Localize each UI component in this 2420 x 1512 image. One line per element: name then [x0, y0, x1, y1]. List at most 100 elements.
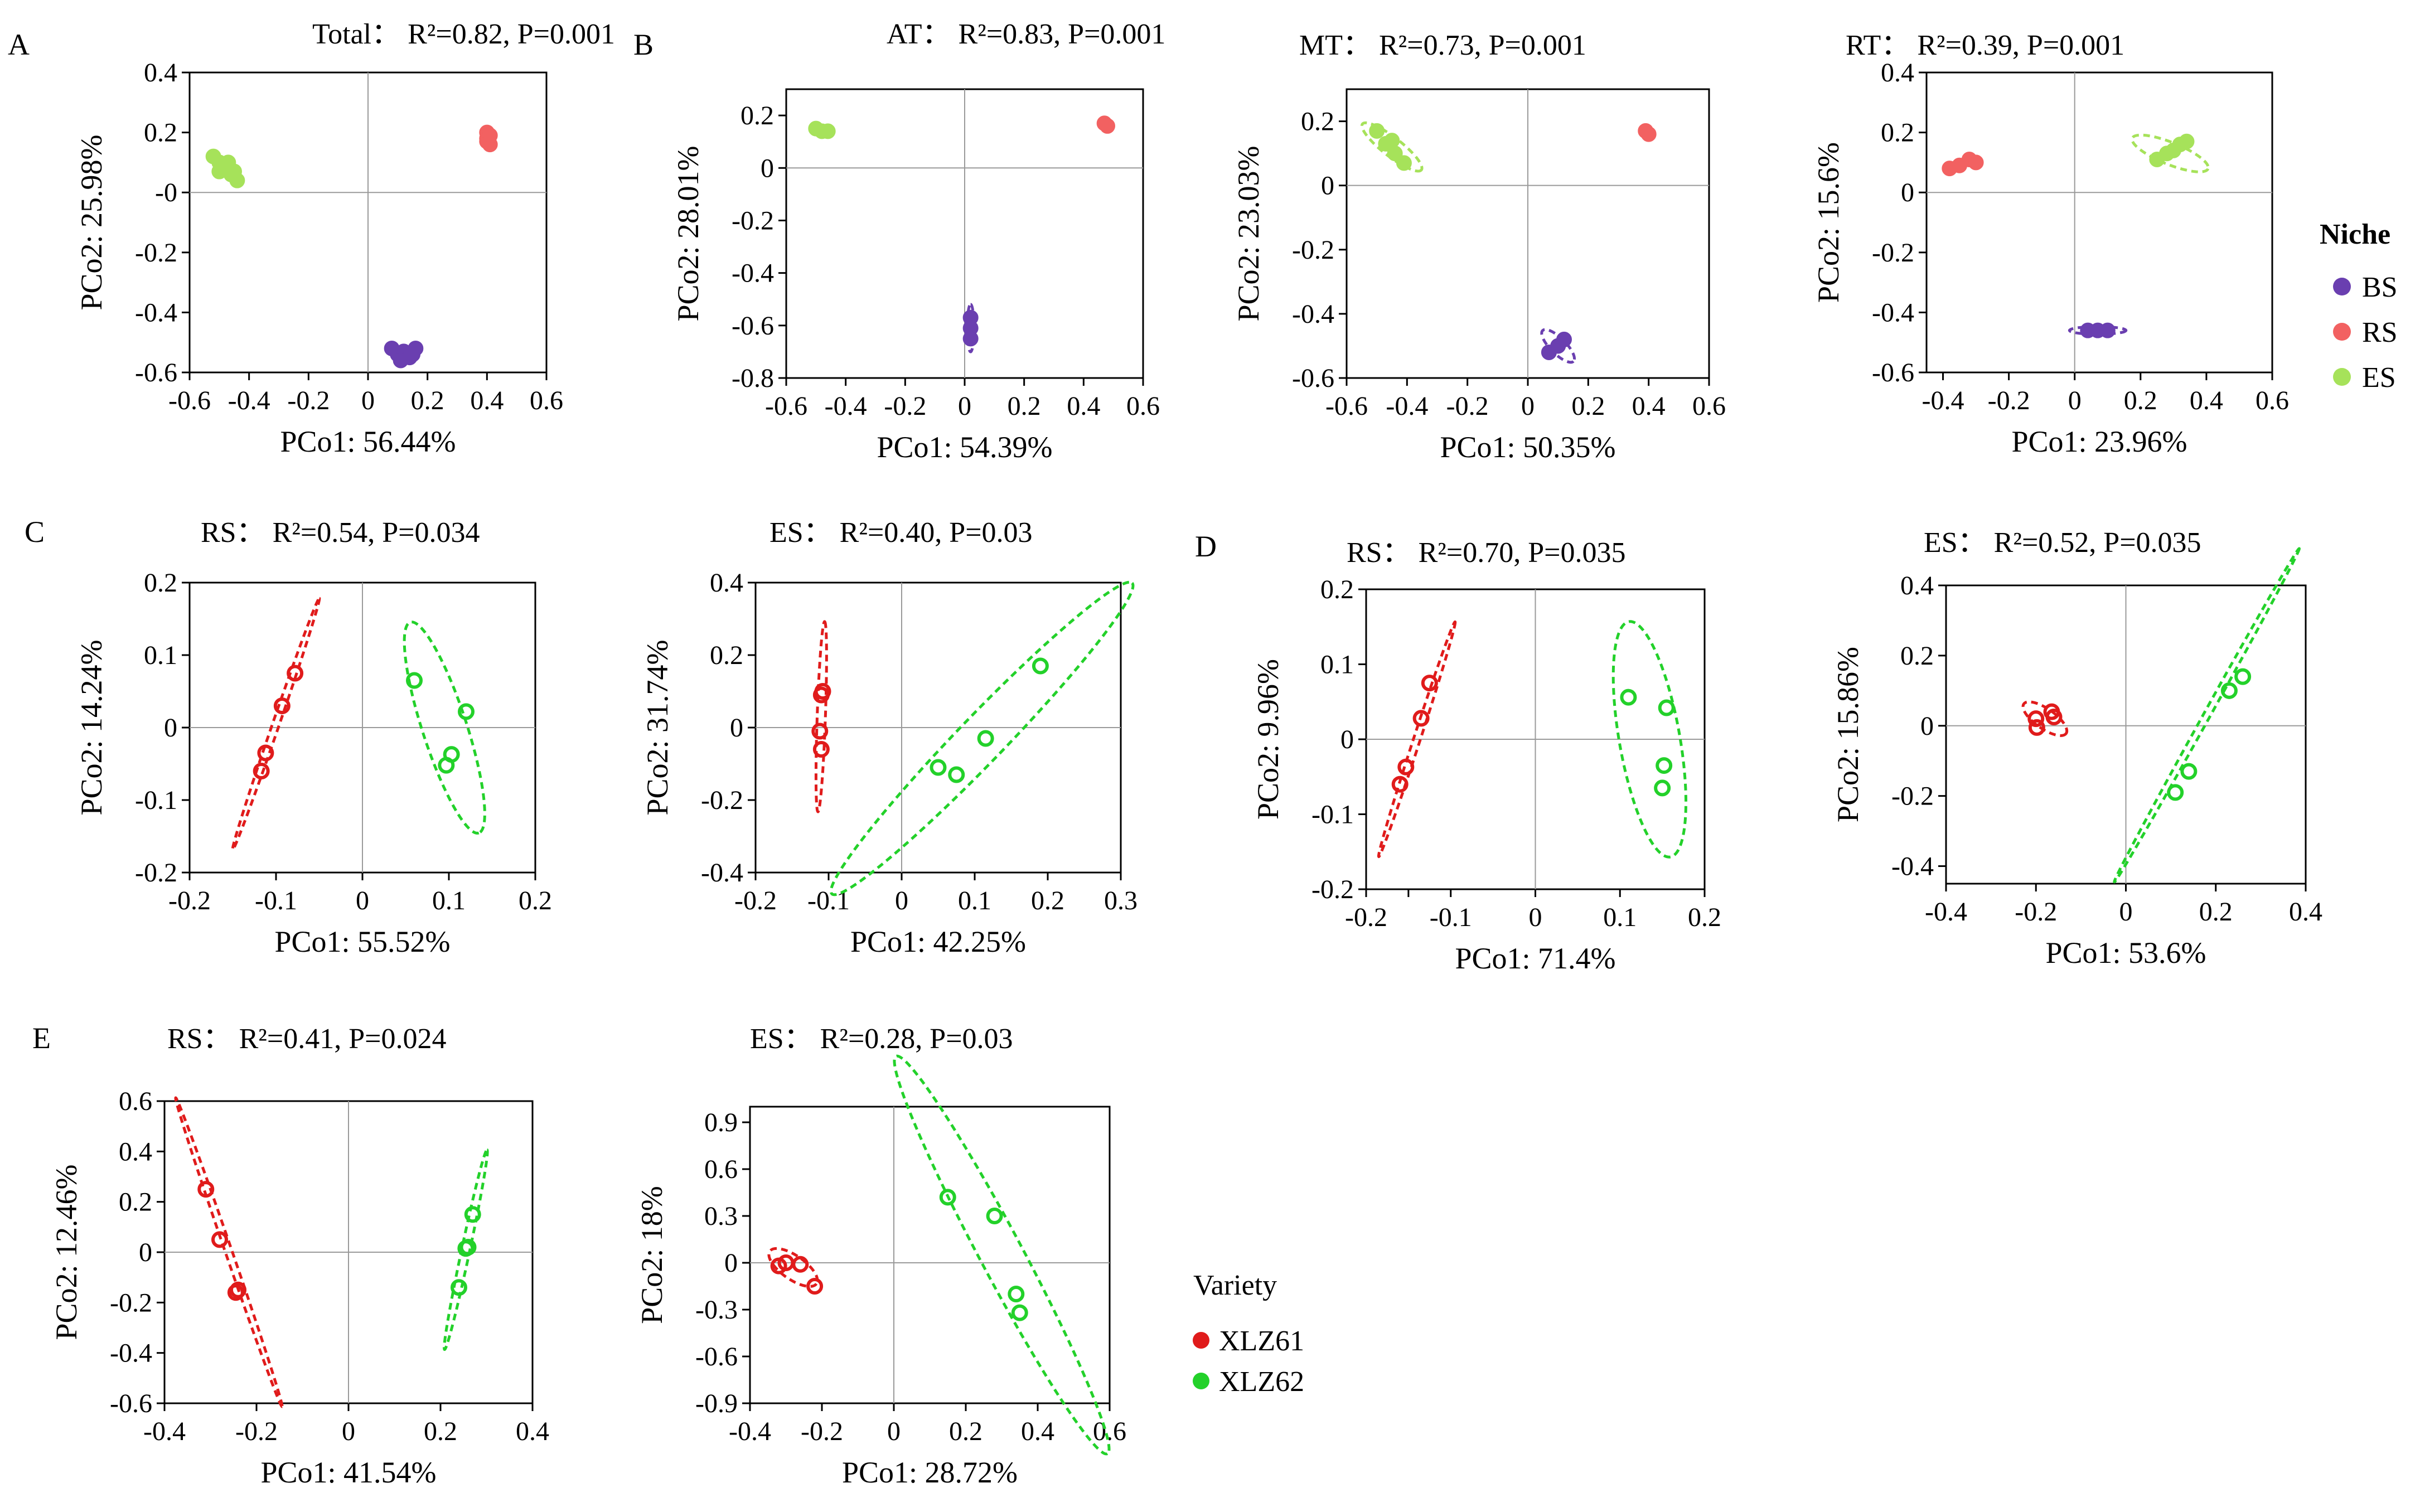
- legend-label-xlz61: XLZ61: [1219, 1325, 1304, 1357]
- data-point-xlz62: [406, 672, 423, 689]
- legend-marker-xlz62: [1193, 1373, 1209, 1389]
- x-tick-label: 0.4: [516, 1417, 549, 1446]
- x-tick-label: 0.1: [958, 886, 991, 915]
- x-axis-label: PCo1: 71.4%: [1455, 942, 1615, 975]
- y-axis-label: PCo2: 28.01%: [671, 146, 705, 321]
- data-point-es: [1369, 123, 1385, 139]
- data-point-xlz62: [930, 759, 947, 776]
- data-point-xlz62: [2220, 682, 2238, 699]
- plot-b-rt: -0.4 -0.2 0 0.2 0.4 0.6-0.6-0.4-0.200.20.4RT：…: [1812, 30, 2289, 458]
- plot-d-rs: -0.2 -0.1 0 0.1 0.2 -0.2 -0.1 0 0.1 0.2 RS： R²=0.7…: [1251, 537, 1721, 975]
- chart-title: Total： R²=0.82, P=0.001: [312, 18, 615, 50]
- x-tick-label: 0.2: [424, 1417, 457, 1446]
- confidence-ellipse-xlz62: [403, 621, 486, 835]
- data-point-xlz62: [1011, 1304, 1028, 1321]
- data-point-xlz62: [1008, 1286, 1025, 1302]
- x-tick-label: 0.6: [530, 386, 563, 415]
- y-tick-label: 0.3: [704, 1201, 738, 1231]
- y-tick-label: 0.2: [119, 1188, 152, 1217]
- plot-c-rs: -0.2 -0.1 0 0.1 0.2 -0.2 -0.1 0 0.1 0.2 RS： R²=0.5…: [75, 517, 552, 958]
- y-axis-label: PCo2: 31.74%: [641, 639, 674, 815]
- data-point-rs: [1968, 154, 1984, 171]
- y-tick-label: -0.4: [1891, 852, 1934, 881]
- y-tick-label: 0: [1920, 711, 1934, 741]
- plot-frame: [1925, 71, 2273, 374]
- data-point-xlz61: [2045, 709, 2063, 726]
- series-xlz61: [767, 1247, 824, 1295]
- confidence-ellipse-xlz61: [1377, 620, 1457, 859]
- plot-c-es: -0.2 -0.1 0 0.1 0.2 0.3-0.4-0.200.20.4ES： R²=…: [641, 517, 1138, 958]
- x-axis-label: PCo1: 42.25%: [850, 925, 1026, 958]
- x-tick-label: -0.2: [2015, 897, 2057, 927]
- panels: -0.6 -0.4 -0.2 0 0.2 0.4 0.6-0.6-0.4-0.2-00.20…: [50, 18, 2322, 1489]
- series-es: [1360, 121, 1424, 173]
- y-tick-label: -0.9: [695, 1389, 738, 1418]
- data-point-xlz61: [227, 1284, 244, 1301]
- x-tick-label: 0: [895, 886, 908, 915]
- chart-title: RS： R²=0.54, P=0.034: [201, 517, 480, 549]
- data-point-xlz62: [986, 1208, 1003, 1224]
- x-tick-label: 0: [2068, 386, 2082, 415]
- x-tick-label: 0.1: [1603, 903, 1637, 932]
- data-point-xlz61: [2028, 719, 2045, 736]
- x-axis-label: PCo1: 53.6%: [2045, 936, 2206, 970]
- section-label-B: B: [633, 28, 654, 61]
- y-tick-label: -0.4: [1292, 299, 1334, 329]
- y-tick-label: 0: [1901, 178, 1914, 207]
- data-point-es: [820, 123, 836, 139]
- y-tick-label: -0.6: [732, 311, 774, 341]
- data-point-xlz61: [257, 744, 274, 762]
- legend-label-bs: BS: [2362, 272, 2398, 303]
- data-point-xlz61: [2027, 710, 2045, 728]
- y-tick-label: 0: [1321, 171, 1334, 201]
- y-tick-label: 0.9: [704, 1108, 738, 1137]
- x-tick-label: 0: [1521, 391, 1535, 421]
- chart-title: ES： R²=0.52, P=0.035: [1924, 527, 2201, 559]
- x-tick-label: 0.6: [2256, 386, 2289, 415]
- y-tick-label: 0.4: [710, 568, 743, 598]
- confidence-ellipse-es: [2131, 133, 2210, 173]
- data-point-xlz61: [287, 665, 304, 682]
- y-tick-label: 0.2: [740, 101, 774, 130]
- x-tick-label: -0.6: [168, 386, 211, 415]
- series-xlz61: [174, 1096, 284, 1408]
- x-tick-label: -0.2: [1446, 391, 1489, 421]
- y-axis-label: PCo2: 15.86%: [1831, 647, 1865, 822]
- y-tick-label: 0.4: [119, 1137, 152, 1166]
- y-axis-label: PCo2: 23.03%: [1232, 146, 1265, 321]
- x-tick-label: 0.4: [470, 386, 504, 415]
- x-tick-label: -0.2: [235, 1417, 278, 1446]
- data-point-es: [2179, 133, 2195, 149]
- niche-legend-title: Niche: [2320, 219, 2390, 250]
- data-point-xlz61: [1397, 758, 1415, 776]
- data-point-xlz61: [1412, 710, 1430, 727]
- x-tick-label: 0.4: [1021, 1417, 1054, 1446]
- confidence-ellipse-xlz62: [893, 1054, 1111, 1456]
- y-axis-label: PCo2: 12.46%: [50, 1164, 83, 1340]
- y-tick-label: -0.1: [135, 786, 177, 815]
- y-tick-label: 0.1: [1320, 650, 1354, 680]
- series-rs: [1942, 152, 1984, 177]
- data-point-xlz62: [1656, 757, 1673, 774]
- y-tick-label: -0.2: [1872, 238, 1914, 268]
- confidence-ellipse-xlz62: [443, 1148, 489, 1351]
- series-rs: [479, 124, 498, 153]
- data-point-rs: [1640, 126, 1657, 142]
- x-tick-label: -0.2: [1345, 903, 1387, 932]
- x-axis-label: PCo1: 55.52%: [274, 925, 450, 958]
- data-point-xlz62: [1654, 779, 1671, 797]
- y-tick-label: 0.2: [1301, 107, 1334, 137]
- series-es: [808, 120, 836, 139]
- y-tick-label: 0: [761, 153, 774, 183]
- legend-marker-xlz61: [1193, 1332, 1209, 1349]
- series-xlz61: [811, 620, 831, 813]
- data-point-xlz62: [2234, 668, 2252, 685]
- data-point-xlz62: [977, 730, 994, 747]
- y-tick-label: -0.1: [1311, 800, 1354, 830]
- plot-a-total: -0.6 -0.4 -0.2 0 0.2 0.4 0.6 -0.6 -0.4 -0.2 -0 0.2 0…: [75, 18, 615, 458]
- y-tick-label: 0.4: [144, 58, 177, 88]
- series-bs: [1540, 328, 1576, 364]
- y-tick-label: -0.2: [1311, 875, 1354, 904]
- chart-title: ES： R²=0.40, P=0.03: [769, 517, 1033, 549]
- data-point-es: [1396, 155, 1412, 171]
